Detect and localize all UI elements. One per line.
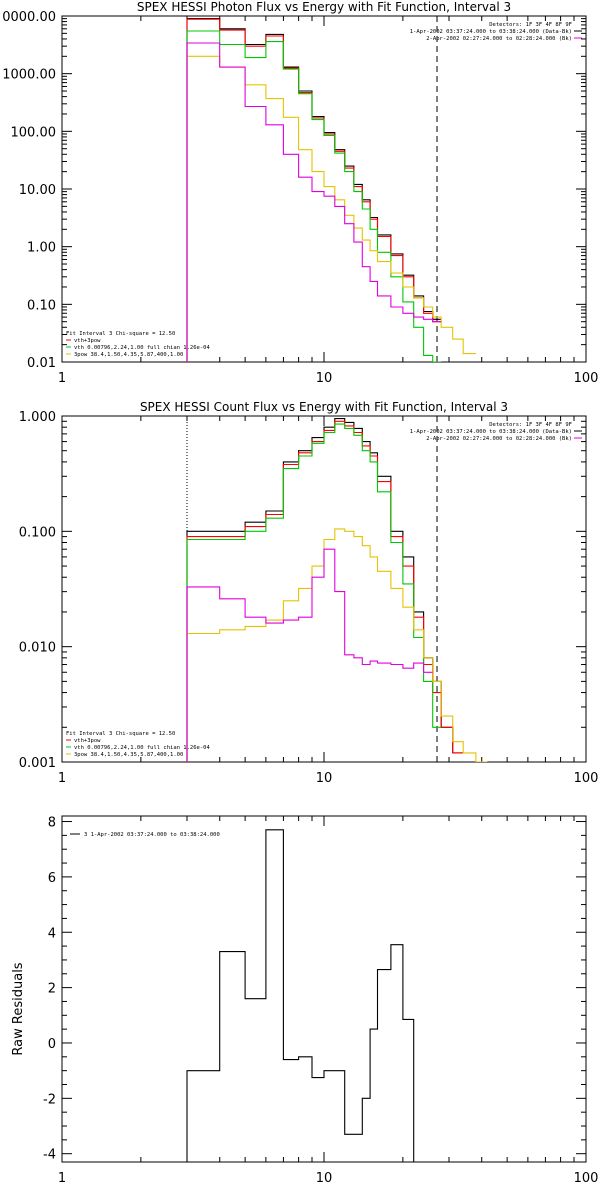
series-5-line — [186, 548, 433, 762]
legend-entry: vth 0.00796,2.24,1.00 full chian 1.26e-0… — [74, 345, 210, 351]
x-tick-label: 10 — [316, 371, 333, 386]
chart-title: SPEX HESSI Count Flux vs Energy with Fit… — [140, 400, 508, 414]
data-layer — [186, 16, 476, 362]
y-tick-label: 0.100 — [19, 525, 56, 540]
data-layer — [186, 416, 488, 762]
chart-title: SPEX HESSI Photon Flux vs Energy with Fi… — [137, 0, 511, 14]
y-tick-label: 1.000 — [19, 410, 56, 425]
legend-entry: vth 0.00796,2.24,1.00 full chian 1.26e-0… — [74, 745, 210, 751]
series-3-line — [186, 423, 442, 762]
y-tick-label: -4 — [43, 1148, 56, 1163]
series-1-line — [186, 829, 433, 1162]
y-tick-label: 8 — [48, 816, 56, 831]
y-tick-label: 4 — [48, 926, 56, 941]
legend-entry: vth+3pow — [74, 338, 101, 344]
x-tick-label: 10 — [316, 1171, 333, 1186]
x-tick-label: 10 — [316, 771, 333, 786]
series-2-line — [186, 420, 464, 762]
legend-entry: 3pow 38.4,1.50,4.35,5.87,400,1.00 — [74, 752, 183, 758]
y-tick-label: 0.01 — [27, 356, 56, 371]
series-5-line — [186, 42, 442, 362]
x-tick-label: 1 — [58, 771, 66, 786]
y-axis-label: Raw Residuals — [11, 962, 26, 1055]
legend-entry: 3 1-Apr-2002 03:37:24.000 to 03:38:24.00… — [84, 832, 220, 838]
y-tick-label: -2 — [43, 1092, 56, 1107]
header-line: Detectors: 1F 3F 4F 8F 9F — [489, 422, 572, 428]
legend-entry: 3pow 38.4,1.50,4.35,5.87,400,1.00 — [74, 352, 183, 358]
x-tick-label: 100 — [574, 1171, 599, 1186]
x-tick-label: 1 — [58, 371, 66, 386]
y-tick-label: 0.10 — [27, 298, 56, 313]
panel-1: SPEX HESSI Photon Flux vs Energy with Fi… — [2, 0, 598, 386]
legend-entry: vth+3pow — [74, 738, 101, 744]
x-tick-label: 100 — [574, 371, 599, 386]
legend-entry: Fit Interval 3 Chi-square = 12.50 — [66, 331, 175, 337]
y-tick-label: 100.00 — [11, 125, 57, 140]
series-4-line — [186, 55, 476, 362]
y-tick-label: 0.001 — [19, 756, 56, 771]
y-tick-label: 6 — [48, 871, 56, 886]
series-4-line — [186, 528, 488, 762]
data-layer — [186, 829, 433, 1162]
y-tick-label: 1.00 — [27, 241, 56, 256]
header-line: 1-Apr-2002 03:37:24.000 to 03:38:24.000 … — [410, 429, 572, 435]
panel-2: SPEX HESSI Count Flux vs Energy with Fit… — [19, 400, 599, 786]
x-tick-label: 100 — [574, 771, 599, 786]
series-3-line — [186, 30, 442, 362]
panel-3: Raw Residuals 1 10 100 -4 -2 0 2 4 6 8 3 1-Apr-2002… — [11, 815, 599, 1186]
y-tick-label: 1000.00 — [2, 68, 56, 83]
header-line: Detectors: 1F 3F 4F 8F 9F — [489, 22, 572, 28]
y-tick-label: 0.010 — [19, 641, 56, 656]
x-tick-label: 1 — [58, 1171, 66, 1186]
legend-entry: Fit Interval 3 Chi-square = 12.50 — [66, 731, 175, 737]
header-line: 1-Apr-2002 03:37:24.000 to 03:38:24.000 … — [410, 29, 572, 35]
y-tick-label: 0000.00 — [2, 10, 56, 25]
y-tick-label: 10.00 — [19, 183, 56, 198]
header-line: 2-Apr-2002 02:27:24.000 to 02:28:24.000 … — [426, 36, 572, 42]
y-tick-label: 2 — [48, 982, 56, 997]
y-tick-label: 0 — [48, 1037, 56, 1052]
header-line: 2-Apr-2002 02:27:24.000 to 02:28:24.000 … — [426, 436, 572, 442]
